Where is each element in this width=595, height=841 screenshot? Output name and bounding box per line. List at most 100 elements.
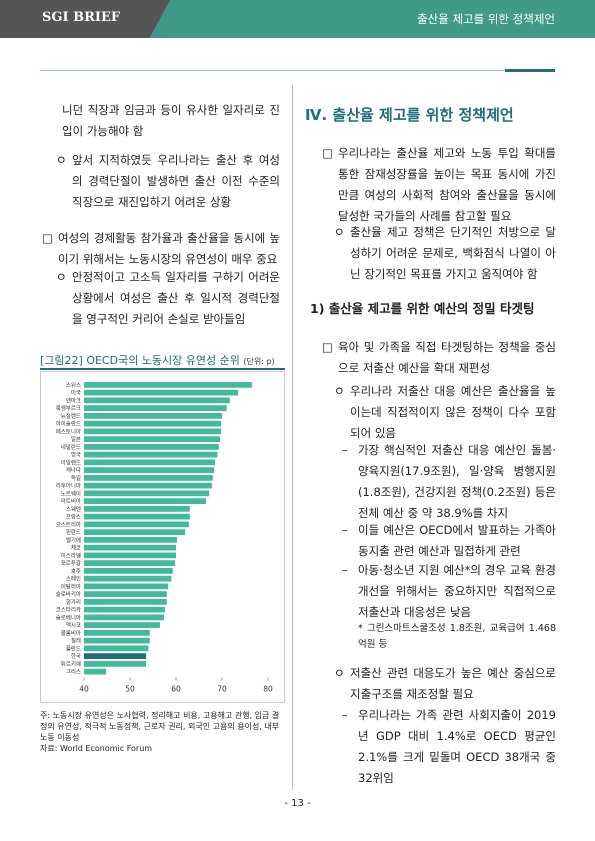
bar <box>84 599 167 605</box>
bar <box>84 451 218 458</box>
header-accent <box>505 69 555 72</box>
marker: ㅇ <box>56 153 67 167</box>
bar <box>84 382 252 388</box>
text: 저출산 관련 대응도가 높은 예산 중심으로 지출구조를 재조정할 필요 <box>350 666 556 701</box>
text: 우리나라 저출산 대응 예산은 출산율을 높이는데 직접적이지 않은 정책이 다… <box>350 384 556 440</box>
bar <box>84 467 215 473</box>
brand-bar <box>0 0 170 38</box>
footnote: * 그린스마트스쿨조성 1.8조원, 교육급여 1.468억원 등 <box>358 621 556 653</box>
x-tick-label: 60 <box>171 685 181 694</box>
box-item: □ 육아 및 가족을 직접 타겟팅하는 정책을 중심으로 저출산 예산을 확대 재… <box>322 337 556 379</box>
section-title: 출산율 제고를 위한 정책제언 <box>417 12 555 26</box>
y-tick-label: 이스라엘 <box>61 551 81 559</box>
bar <box>84 389 239 396</box>
y-tick-label: 그리스 <box>66 668 81 676</box>
y-tick-label: 덴마크 <box>66 396 81 404</box>
bar <box>84 637 150 644</box>
y-tick-label: 이탈리아 <box>61 582 81 590</box>
brand: SGI BRIEF <box>42 10 121 25</box>
y-tick-label: 일본 <box>71 435 81 443</box>
text: 아동·청소년 지원 예산*의 경우 교육 환경 개선을 위해서는 중요하지만 직… <box>358 563 556 619</box>
y-tick-label: 스웨덴 <box>66 505 81 513</box>
marker: □ <box>322 146 333 160</box>
marker: □ <box>42 231 53 245</box>
x-tick-label: 70 <box>217 685 227 694</box>
marker: ㅇ <box>334 666 345 680</box>
bar <box>84 661 147 667</box>
bar <box>84 668 107 675</box>
box-item: □ 우리나라는 출산율 제고와 노동 투입 확대를 통한 잠재성장률을 높이는 목… <box>322 143 556 227</box>
dash-item: – 이들 예산은 OECD에서 발표하는 가족아동지출 관련 예산과 밀접하게 관… <box>342 520 556 562</box>
y-tick-label: 벨기에 <box>66 536 81 544</box>
y-tick-label: 에스토니아 <box>56 427 81 435</box>
bullet-item: ㅇ 저출산 관련 대응도가 높은 예산 중심으로 지출구조를 재조정할 필요 <box>334 663 556 705</box>
bullet-item: ㅇ 출산율 제고 정책은 단기적인 처방으로 달성하기 어려운 문제로, 백화점식… <box>334 222 556 285</box>
bar <box>84 630 150 636</box>
bar <box>84 397 230 404</box>
bullet-item: ㅇ 앞서 지적하였듯 우리나라는 출산 후 여성의 경력단절이 발생하면 출산 이… <box>56 150 280 213</box>
figure-rule <box>40 368 285 370</box>
y-tick-label: 콜롬비아 <box>61 629 81 637</box>
bar <box>84 475 213 481</box>
bar <box>84 653 147 659</box>
y-tick-label: 미국 <box>71 389 81 397</box>
y-tick-label: 스페인 <box>66 575 81 583</box>
bullet-item: ㅇ 우리나라 저출산 대응 예산은 출산율을 높이는데 직접적이지 않은 정책이 … <box>334 381 556 444</box>
y-tick-label: 영국 <box>71 451 81 459</box>
text: 출산율 제고 정책은 단기적인 처방으로 달성하기 어려운 문제로, 백화점식 … <box>350 225 556 281</box>
text: 앞서 지적하였듯 우리나라는 출산 후 여성의 경력단절이 발생하면 출산 이전… <box>72 153 280 209</box>
chart: 40 50 60 70 80 스위스미국덴마크룩셈부르크뉴질랜드아이슬란드에스토니아일본네… <box>40 371 285 703</box>
y-tick-label: 튀르키예 <box>61 660 81 668</box>
bar <box>84 537 177 543</box>
chart-frame <box>40 371 285 703</box>
bar <box>84 552 176 559</box>
text: * 그린스마트스쿨조성 1.8조원, 교육급여 1.468억원 등 <box>358 623 556 650</box>
text: 우리나라는 가족 관련 사회지출이 2019년 GDP 대비 1.4%로 OEC… <box>358 708 556 785</box>
bar <box>84 482 212 489</box>
y-tick-label: 노르웨이 <box>61 489 81 497</box>
figure-caption: [그림22] OECD국의 노동시장 유연성 순위 <box>40 354 240 367</box>
bar <box>84 606 165 613</box>
figure-note: 주: 노동시장 유연성은 노사협력, 정리해고 비용, 고용해고 관행, 임금 … <box>40 711 280 742</box>
bar <box>84 444 219 450</box>
bar <box>84 544 176 551</box>
y-tick-label: 칠레 <box>71 637 81 645</box>
bar <box>84 459 216 466</box>
section-heading: Ⅳ. 출산율 제고를 위한 정책제언 <box>305 106 514 124</box>
text: 니던 직장과 임금과 등이 유사한 일자리로 진입이 가능해야 함 <box>62 103 280 138</box>
bar <box>84 436 221 442</box>
marker: – <box>342 708 348 722</box>
dash-item: – 아동·청소년 지원 예산*의 경우 교육 환경 개선을 위해서는 중요하지만 … <box>342 560 556 623</box>
bar <box>84 428 222 435</box>
bar <box>84 506 190 512</box>
y-tick-label: 슬로바키아 <box>56 590 81 598</box>
column-divider <box>292 85 293 790</box>
bar <box>84 413 222 419</box>
y-tick-label: 포르투갈 <box>61 559 81 567</box>
x-tick-label: 40 <box>79 685 89 694</box>
marker: – <box>342 523 348 537</box>
marker: – <box>342 443 348 457</box>
y-tick-label: 라트비아 <box>61 497 81 505</box>
x-tick-label: 50 <box>125 685 135 694</box>
y-tick-label: 리투아니아 <box>56 482 81 490</box>
bar <box>84 560 176 566</box>
y-tick-label: 캐나다 <box>66 466 81 474</box>
bar <box>84 622 160 628</box>
y-tick-label: 뉴질랜드 <box>61 412 81 420</box>
y-tick-label: 아이슬란드 <box>56 420 81 428</box>
y-tick-label: 코스타리카 <box>56 606 81 614</box>
y-tick-label: 폴란드 <box>66 645 81 652</box>
y-tick-label: 체코 <box>71 544 81 552</box>
text: 안정적이고 고소득 일자리를 구하기 어려운 상황에서 여성은 출산 후 일시적… <box>72 270 280 326</box>
bar <box>84 645 149 652</box>
marker: ㅇ <box>334 384 345 398</box>
y-tick-label: 핀란드 <box>66 528 81 536</box>
bar <box>84 521 189 528</box>
text: 육아 및 가족을 직접 타겟팅하는 정책을 중심으로 저출산 예산을 확대 재편… <box>338 340 556 375</box>
marker: □ <box>322 340 333 354</box>
figure-title: [그림22] OECD국의 노동시장 유연성 순위 (단위: p) <box>40 352 275 368</box>
bar <box>84 513 190 520</box>
paragraph: 니던 직장과 임금과 등이 유사한 일자리로 진입이 가능해야 함 <box>62 100 280 142</box>
